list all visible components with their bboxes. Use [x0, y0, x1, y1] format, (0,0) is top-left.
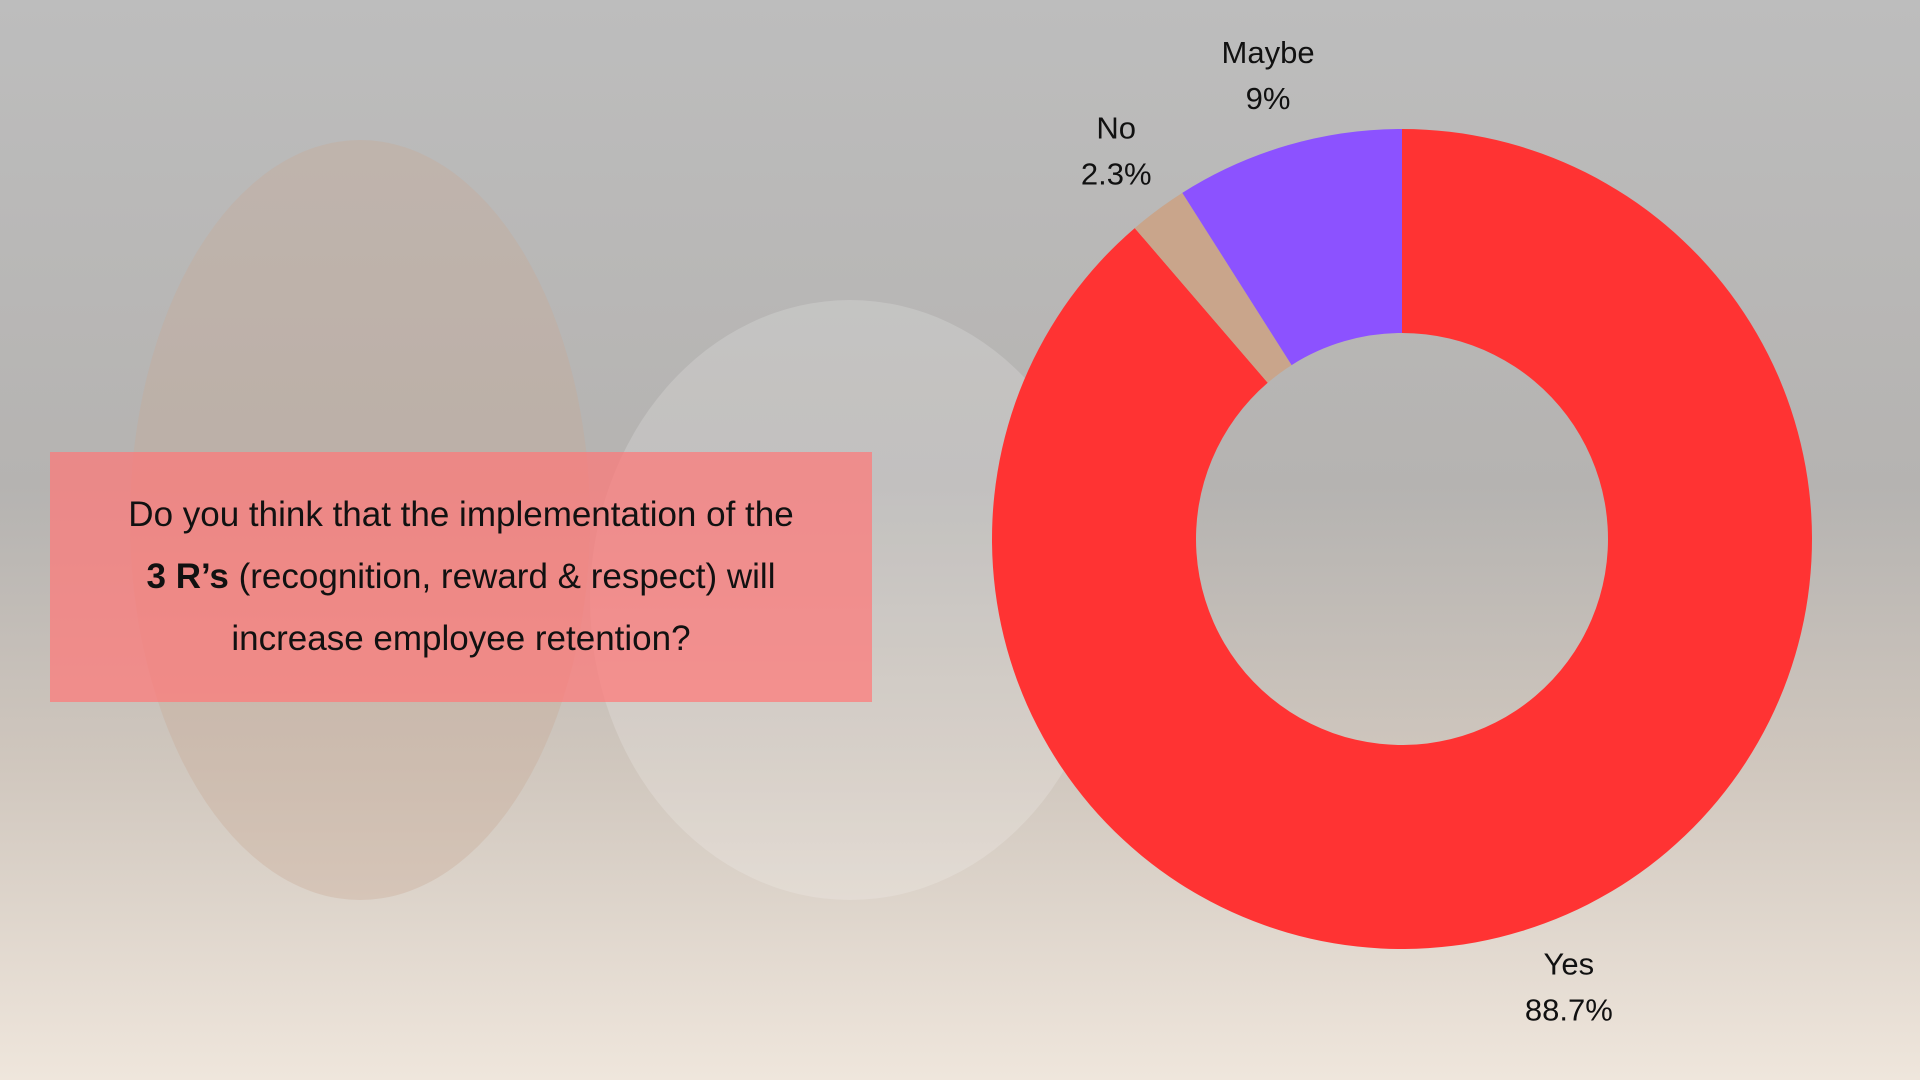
question-line: Do you think that the implementation of …: [128, 495, 794, 534]
slice-label: No: [1096, 111, 1136, 146]
slice-label: Maybe: [1222, 35, 1315, 70]
question-bold: 3 R’s: [146, 557, 229, 596]
slice-value-label: 2.3%: [1081, 157, 1152, 192]
slice-value-label: 9%: [1246, 81, 1291, 116]
slice-value-label: 88.7%: [1525, 992, 1613, 1027]
question-line: increase employee retention?: [231, 619, 691, 658]
slice: [1182, 129, 1402, 366]
slice: [1134, 192, 1292, 383]
slice-label: Yes: [1544, 946, 1595, 981]
question-line: (recognition, reward & respect) will: [238, 557, 776, 596]
slice: [992, 129, 1812, 950]
question-text: Do you think that the implementation of …: [128, 484, 793, 670]
question-box: Do you think that the implementation of …: [50, 452, 872, 702]
